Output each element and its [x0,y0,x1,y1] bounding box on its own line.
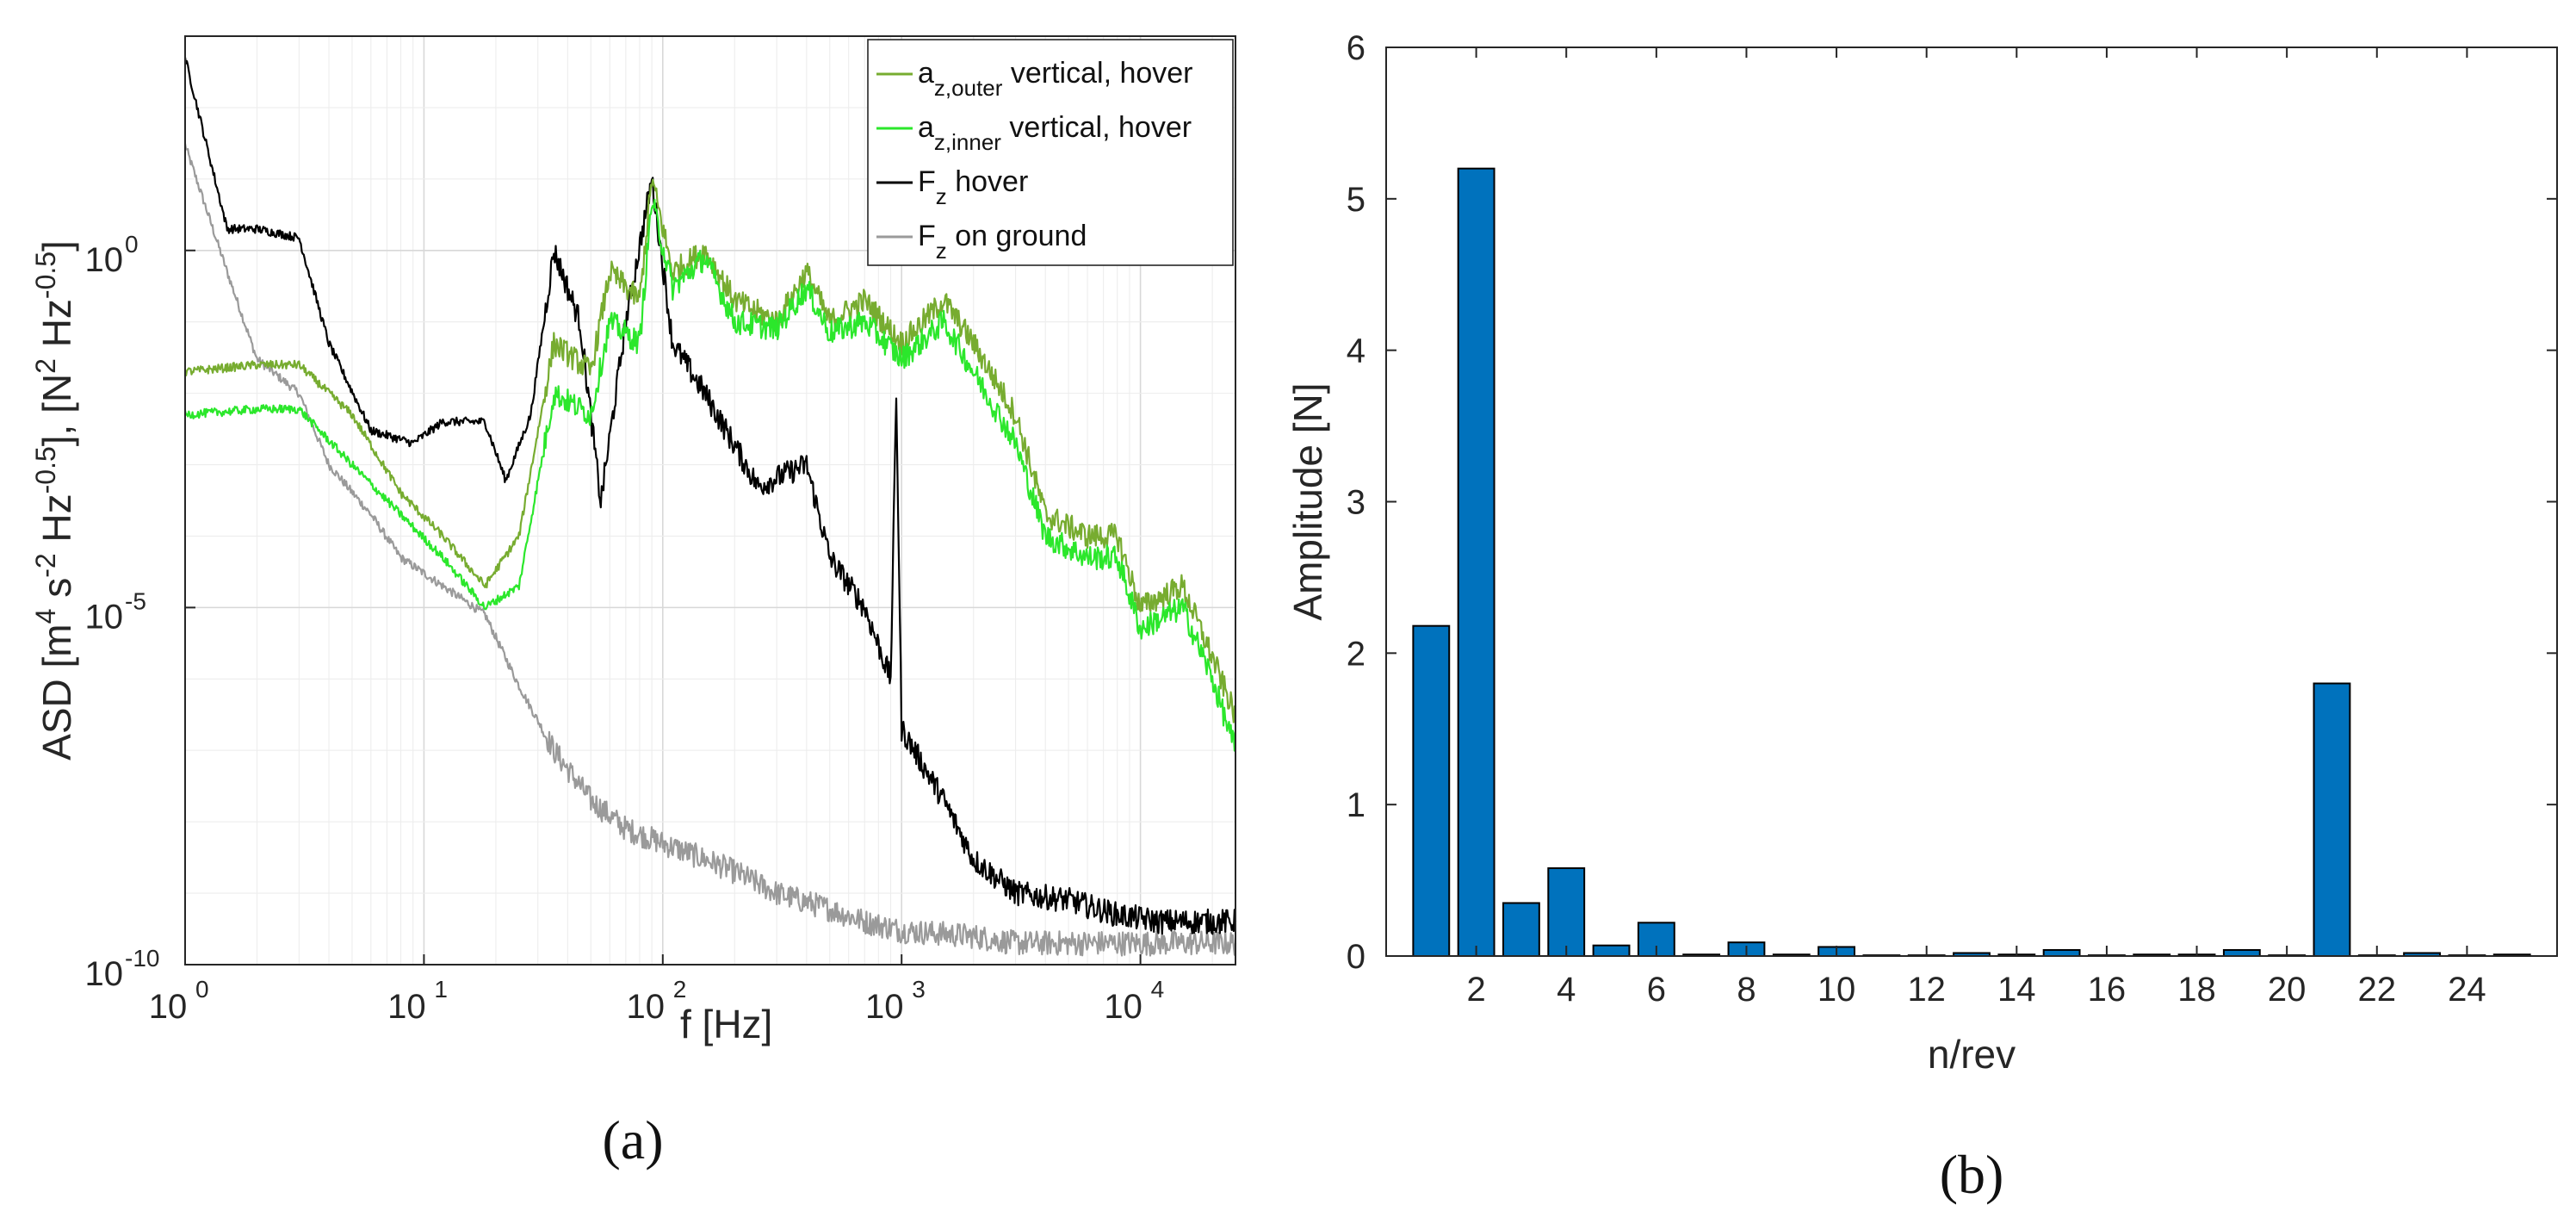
x-tick-label: 18 [2177,971,2216,1009]
x-tick-label: 14 [1997,971,2036,1009]
legend-entry: Fz hover [918,165,1028,209]
y-tick-label-exponent: -5 [125,587,146,614]
y-tick-label: 4 [1347,332,1365,370]
x-tick-label-exponent: 4 [1151,976,1165,1003]
x-tick-label-exponent: 1 [434,976,448,1003]
bar-21 [2313,682,2351,957]
x-tick-label: 10 [149,988,188,1026]
bar-2 [1457,167,1495,957]
caption-b: (b) [1940,1144,2004,1205]
x-tick-label-exponent: 2 [673,976,687,1003]
x-tick-label: 2 [1466,971,1485,1009]
bar-3 [1502,902,1540,958]
x-tick-label: 10 [1104,988,1142,1026]
x-tick-label: 20 [2268,971,2307,1009]
bar-5 [1592,944,1631,957]
legend-entry: Fz on ground [918,220,1087,264]
caption-a: (a) [602,1109,663,1170]
legend-entry: az,outer vertical, hover [918,57,1193,101]
series-line-2 [183,57,1237,935]
y-tick-label: 10 [85,598,124,636]
bar-15 [2042,948,2081,958]
panel-a-x-axis-label: f [Hz] [680,1002,772,1046]
series-line-1 [183,198,1236,752]
panel-b-plot-area [1386,47,2557,956]
legend-box [867,39,1234,266]
legend-entry: az,inner vertical, hover [918,111,1192,155]
x-tick-label: 4 [1557,971,1576,1009]
x-tick-label: 10 [865,988,904,1026]
y-tick-label: 2 [1347,635,1365,673]
y-tick-label: 5 [1347,181,1365,219]
y-tick-label: 3 [1347,484,1365,522]
y-tick-label: 1 [1347,786,1365,824]
x-tick-label-exponent: 3 [912,976,926,1003]
x-tick-label: 24 [2448,971,2486,1009]
x-tick-label: 6 [1647,971,1666,1009]
y-tick-label: 10 [85,241,124,279]
x-tick-label: 10 [1817,971,1856,1009]
x-tick-label: 22 [2358,971,2397,1009]
panel-b-y-axis-label: Amplitude [N] [1285,382,1330,620]
panel-a-axes-box [184,35,1236,966]
y-tick-label-exponent: 0 [125,231,139,258]
panel-a-grid [184,35,1235,966]
y-tick-label: 6 [1347,29,1365,67]
y-tick-label: 10 [85,955,124,993]
y-tick-label: 0 [1347,938,1365,976]
panel-a-legend: az,outer vertical, hover az,inner vertica… [867,39,1234,266]
panel-a-y-axis-label: ASD [m4 s-2 Hz-0.5], [N2 Hz-0.5] [30,240,79,761]
panel-b-x-axis-label: n/rev [1928,1032,2016,1077]
x-tick-label-exponent: 0 [195,976,209,1003]
panel-a-series-group [183,57,1237,957]
x-tick-label: 8 [1737,971,1756,1009]
y-tick-label-exponent: -10 [125,945,159,972]
x-tick-label: 10 [627,988,666,1026]
bar-4 [1547,867,1586,957]
x-tick-label: 10 [387,988,426,1026]
bar-1 [1412,624,1451,958]
x-tick-label: 12 [1907,971,1946,1009]
x-tick-label: 16 [2088,971,2127,1009]
bar-19 [2222,948,2261,958]
series-line-3 [183,143,1237,957]
